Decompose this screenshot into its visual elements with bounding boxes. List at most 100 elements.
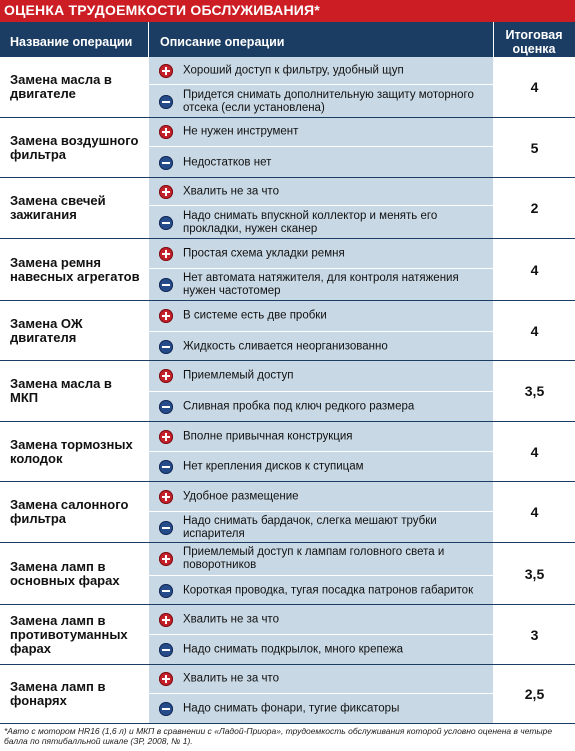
operation-description-cell: Приемлемый доступ Сливная пробка под ключ… — [149, 361, 493, 421]
operation-description-cell: Простая схема укладки ремня Нет автомата … — [149, 239, 493, 300]
pro-item: Вполне привычная конструкция — [149, 422, 493, 451]
header-score-line2: оценка — [512, 42, 556, 56]
operation-description-cell: Не нужен инструмент Недостатков нет — [149, 118, 493, 177]
row-divider — [0, 604, 575, 605]
row-divider — [0, 421, 575, 422]
con-text: Надо снимать фонари, тугие фиксаторы — [183, 702, 400, 715]
con-item: Короткая проводка, тугая посадка патроно… — [149, 575, 493, 605]
con-item: Придется снимать дополнительную защиту м… — [149, 84, 493, 118]
operation-name-cell: Замена ламп в фонарях — [0, 665, 148, 723]
row-divider — [0, 723, 575, 724]
row-divider — [0, 177, 575, 178]
operation-name: Замена ремня навесных агрегатов — [10, 254, 140, 284]
operation-name-cell: Замена салонного фильтра — [0, 482, 148, 542]
pro-text: Не нужен инструмент — [183, 125, 299, 138]
minus-circle-icon — [159, 520, 173, 535]
pro-text: Хвалить не за что — [183, 613, 279, 625]
con-text: Сливная пробка под ключ редкого размера — [183, 400, 415, 413]
score-value: 4 — [530, 443, 539, 460]
operation-name: Замена ОЖ двигателя — [10, 315, 83, 345]
con-text: Нет крепления дисков к ступицам — [183, 460, 364, 473]
pro-text: Хороший доступ к фильтру, удобный щуп — [183, 64, 404, 76]
plus-circle-icon — [159, 612, 173, 627]
plus-circle-icon — [159, 125, 173, 139]
operation-description-cell: Хвалить не за что Надо снимать подкрылок,… — [149, 605, 493, 664]
score-cell: 3,5 — [494, 543, 575, 604]
con-text: Нет автомата натяжителя, для контроля на… — [183, 272, 459, 297]
operation-description-cell: Приемлемый доступ к лампам головного све… — [149, 543, 493, 604]
score-cell: 4 — [494, 239, 575, 300]
score-value: 4 — [530, 79, 539, 95]
plus-circle-icon — [159, 309, 173, 323]
score-value: 3 — [530, 626, 539, 643]
score-value: 5 — [530, 139, 539, 156]
pro-item: Удобное размещение — [149, 482, 493, 511]
con-item: Нет автомата натяжителя, для контроля на… — [149, 268, 493, 301]
pro-text: Приемлемый доступ — [183, 369, 294, 382]
operation-name: Замена свечей зажигания — [10, 193, 106, 222]
score-value: 2,5 — [524, 686, 545, 702]
operation-description-cell: Хвалить не за что Надо снимать впускной к… — [149, 178, 493, 238]
pro-item: Приемлемый доступ к лампам головного све… — [149, 543, 493, 575]
pro-text: Вполне привычная конструкция — [183, 430, 353, 442]
pro-text: Приемлемый доступ к лампам головного све… — [183, 546, 445, 571]
operation-name: Замена салонного фильтра — [10, 497, 129, 526]
table-row: Замена воздушного фильтра Не нужен инстру… — [0, 118, 575, 177]
minus-circle-icon — [159, 643, 173, 657]
score-cell: 2 — [494, 178, 575, 238]
pro-item: Хвалить не за что — [149, 605, 493, 634]
operation-name-cell: Замена масла в двигателе — [0, 57, 148, 117]
con-item: Надо снимать впускной коллектор и менять… — [149, 205, 493, 239]
pro-text: Удобное размещение — [183, 490, 299, 502]
operation-name: Замена воздушного фильтра — [10, 132, 139, 162]
con-text: Придется снимать дополнительную защиту м… — [183, 88, 474, 114]
header-description: Описание операции — [160, 35, 285, 49]
table-row: Замена ОЖ двигателя В системе есть две пр… — [0, 301, 575, 360]
con-text: Недостатков нет — [183, 156, 272, 168]
score-value: 3,5 — [524, 565, 545, 582]
score-cell: 4 — [494, 57, 575, 117]
operation-name-cell: Замена воздушного фильтра — [0, 118, 148, 177]
con-text: Надо снимать впускной коллектор и менять… — [183, 209, 438, 235]
score-cell: 3 — [494, 605, 575, 664]
header-name: Название операции — [10, 35, 133, 49]
score-cell: 4 — [494, 301, 575, 360]
con-text: Надо снимать подкрылок, много крепежа — [183, 643, 404, 656]
row-divider — [0, 664, 575, 665]
minus-circle-icon — [159, 583, 173, 598]
table-row: Замена ламп в противотуманных фарах Хвали… — [0, 605, 575, 664]
con-item: Нет крепления дисков к ступицам — [149, 451, 493, 482]
operation-description-cell: Хороший доступ к фильтру, удобный щуп При… — [149, 57, 493, 117]
con-text: Короткая проводка, тугая посадка патроно… — [183, 584, 474, 596]
operation-name: Замена тормозных колодок — [10, 436, 133, 466]
operation-name-cell: Замена ламп в противотуманных фарах — [0, 605, 148, 664]
operation-name: Замена масла в двигателе — [10, 72, 112, 101]
score-value: 3,5 — [524, 383, 545, 399]
plus-circle-icon — [159, 429, 173, 444]
pro-text: Хвалить не за что — [183, 185, 279, 197]
operation-name-cell: Замена ламп в основных фарах — [0, 543, 148, 604]
row-divider — [0, 300, 575, 301]
row-divider — [0, 542, 575, 543]
pro-text: Хвалить не за что — [183, 672, 279, 685]
row-divider — [0, 360, 575, 361]
operation-description-cell: Удобное размещение Надо снимать бардачок,… — [149, 482, 493, 542]
score-value: 4 — [530, 322, 539, 339]
pro-item: Приемлемый доступ — [149, 361, 493, 391]
operation-name: Замена ламп в основных фарах — [10, 558, 120, 588]
plus-circle-icon — [159, 672, 173, 686]
pro-item: Не нужен инструмент — [149, 118, 493, 146]
table-row: Замена масла в двигателе Хороший доступ к… — [0, 57, 575, 117]
score-value: 2 — [530, 200, 539, 216]
header-divider — [148, 22, 149, 64]
row-divider — [0, 481, 575, 482]
operation-name: Замена масла в МКП — [10, 376, 112, 405]
pro-item: Хороший доступ к фильтру, удобный щуп — [149, 57, 493, 84]
operation-name-cell: Замена свечей зажигания — [0, 178, 148, 238]
con-text: Жидкость сливается неорганизованно — [183, 340, 388, 352]
table-row: Замена масла в МКП Приемлемый доступ Сливн… — [0, 361, 575, 421]
score-cell: 2,5 — [494, 665, 575, 723]
con-item: Надо снимать бардачок, слегка мешают тру… — [149, 511, 493, 543]
con-item: Надо снимать фонари, тугие фиксаторы — [149, 693, 493, 724]
con-text: Надо снимать бардачок, слегка мешают тру… — [183, 514, 437, 540]
